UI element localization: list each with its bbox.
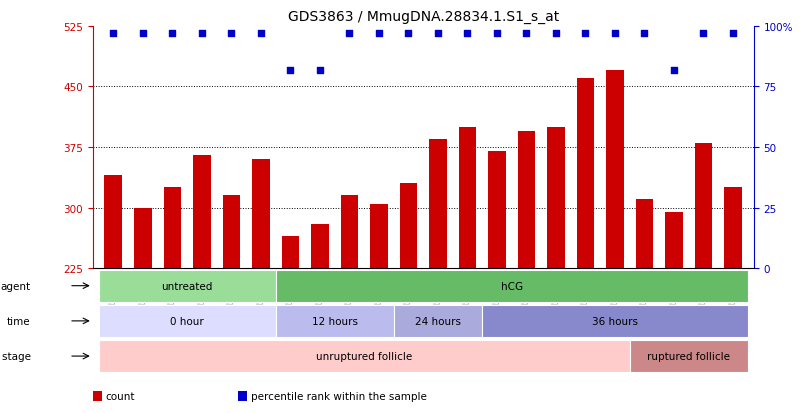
- Point: [461, 31, 474, 38]
- Bar: [695, 144, 713, 413]
- Text: ruptured follicle: ruptured follicle: [647, 351, 730, 361]
- Bar: [105, 176, 123, 413]
- Point: [343, 31, 355, 38]
- Point: [550, 31, 563, 38]
- Bar: [252, 160, 270, 413]
- Bar: [276, 305, 393, 337]
- Bar: [98, 270, 276, 302]
- Bar: [724, 188, 742, 413]
- Point: [284, 67, 297, 74]
- Bar: [98, 305, 276, 337]
- Point: [314, 67, 326, 74]
- Point: [638, 31, 651, 38]
- Text: unruptured follicle: unruptured follicle: [316, 351, 412, 361]
- Point: [667, 67, 680, 74]
- Bar: [193, 156, 210, 413]
- Text: development stage: development stage: [0, 351, 31, 361]
- Bar: [164, 188, 181, 413]
- Point: [579, 31, 592, 38]
- Bar: [636, 200, 654, 413]
- Point: [402, 31, 415, 38]
- Bar: [400, 184, 418, 413]
- Text: 24 hours: 24 hours: [415, 316, 461, 326]
- Point: [726, 31, 739, 38]
- Bar: [665, 212, 683, 413]
- Text: time: time: [7, 316, 31, 326]
- Bar: [341, 196, 358, 413]
- Point: [431, 31, 444, 38]
- Point: [136, 31, 149, 38]
- Bar: [606, 71, 624, 413]
- Text: hCG: hCG: [501, 281, 523, 291]
- Point: [491, 31, 504, 38]
- Point: [107, 31, 120, 38]
- Bar: [222, 196, 240, 413]
- Point: [225, 31, 238, 38]
- Point: [520, 31, 533, 38]
- Text: 12 hours: 12 hours: [312, 316, 358, 326]
- Bar: [311, 224, 329, 413]
- Bar: [134, 208, 152, 413]
- Text: 36 hours: 36 hours: [592, 316, 638, 326]
- Text: percentile rank within the sample: percentile rank within the sample: [251, 392, 426, 401]
- Point: [166, 31, 179, 38]
- Bar: [488, 152, 506, 413]
- Bar: [576, 79, 594, 413]
- Bar: [429, 140, 447, 413]
- Bar: [517, 131, 535, 413]
- Point: [609, 31, 621, 38]
- Point: [697, 31, 710, 38]
- Point: [372, 31, 385, 38]
- Text: count: count: [106, 392, 135, 401]
- Text: 0 hour: 0 hour: [170, 316, 204, 326]
- Title: GDS3863 / MmugDNA.28834.1.S1_s_at: GDS3863 / MmugDNA.28834.1.S1_s_at: [288, 10, 559, 24]
- Bar: [547, 128, 565, 413]
- Point: [255, 31, 268, 38]
- Bar: [459, 128, 476, 413]
- Bar: [370, 204, 388, 413]
- Point: [195, 31, 208, 38]
- Bar: [281, 236, 299, 413]
- Bar: [276, 270, 748, 302]
- Bar: [629, 340, 748, 372]
- Text: untreated: untreated: [161, 281, 213, 291]
- Text: agent: agent: [1, 281, 31, 291]
- Bar: [393, 305, 482, 337]
- Bar: [98, 340, 629, 372]
- Bar: [482, 305, 748, 337]
